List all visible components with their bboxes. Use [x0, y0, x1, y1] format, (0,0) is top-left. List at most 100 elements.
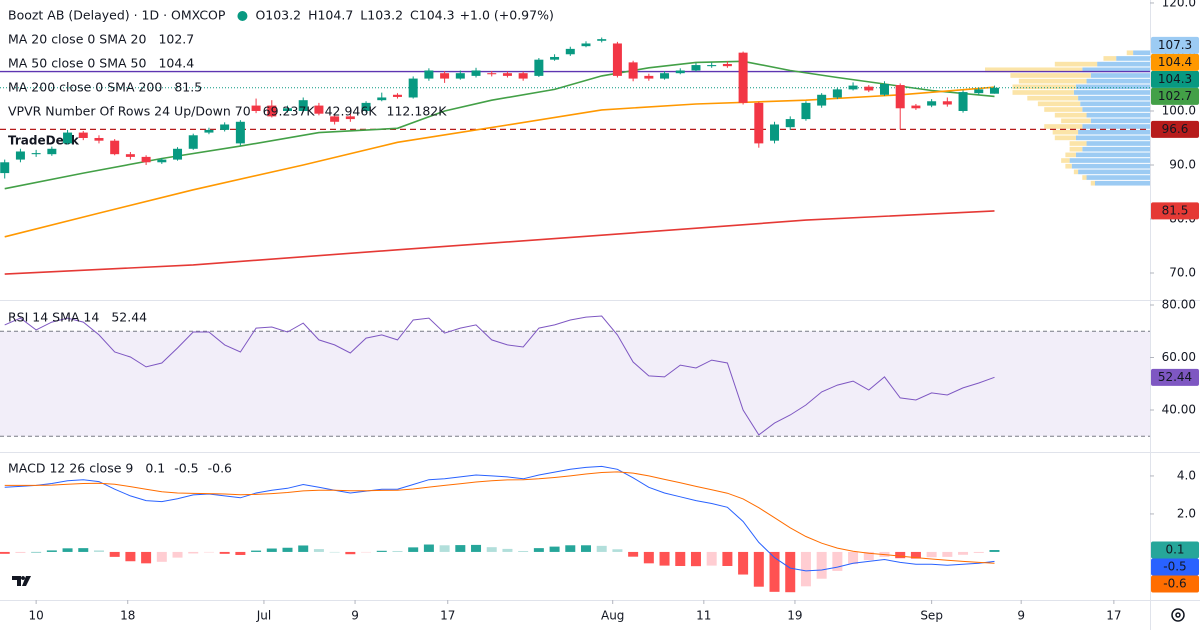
- candle-body: [581, 43, 591, 47]
- macd-histogram-bar: [203, 551, 214, 553]
- candle-body: [220, 124, 230, 130]
- vpvr-down: [1069, 146, 1083, 152]
- vpvr-down: [1044, 124, 1083, 129]
- vpvr-up: [1078, 95, 1150, 101]
- macd-histogram-bar: [471, 544, 482, 552]
- status-dot: [237, 11, 248, 21]
- macd-histogram-bar: [376, 550, 387, 552]
- legend-value: 104.4: [158, 56, 194, 71]
- x-tick-label: 11: [696, 609, 711, 623]
- x-tick-label: Sep: [920, 609, 943, 623]
- macd-histogram-bar: [785, 551, 796, 593]
- vpvr-up: [1069, 158, 1150, 163]
- candle-body: [895, 85, 905, 109]
- candle-body: [660, 73, 670, 79]
- vpvr-down: [1082, 175, 1087, 180]
- vpvr-down: [1044, 107, 1083, 112]
- vpvr-up: [1075, 84, 1150, 90]
- macd-histogram-bar: [816, 551, 827, 579]
- vpvr-down: [1054, 61, 1098, 67]
- vpvr-down: [1065, 152, 1076, 158]
- vpvr-up: [1086, 141, 1150, 146]
- macd-histogram-bar: [518, 550, 529, 552]
- legend-value: 81.5: [174, 80, 202, 95]
- macd-histogram-bar: [31, 551, 42, 553]
- candle-body: [644, 75, 654, 79]
- macd-histogram-bar: [156, 551, 167, 562]
- price-label-box: [1151, 87, 1199, 105]
- price-label-box: [1151, 575, 1199, 593]
- price-label: 96.6: [1162, 122, 1189, 136]
- macd-histogram-bar: [580, 545, 591, 552]
- x-tick-label: 17: [440, 609, 455, 623]
- candle-body: [235, 121, 245, 144]
- vpvr-up: [1071, 163, 1150, 169]
- legend-text: H: [308, 8, 317, 23]
- candle-body: [785, 119, 795, 128]
- candle-body: [173, 148, 183, 160]
- vpvr-up: [1086, 78, 1150, 84]
- candle-body: [31, 153, 41, 155]
- candle-body: [707, 65, 717, 67]
- macd-histogram-bar: [188, 551, 199, 554]
- price-label: 0.1: [1165, 543, 1184, 557]
- candle-body: [801, 102, 811, 120]
- vpvr-up: [1073, 90, 1150, 95]
- y-tick-label: 4.0: [1177, 468, 1196, 482]
- macd-histogram-bar: [769, 551, 780, 592]
- macd-histogram-bar: [973, 551, 984, 553]
- signal-line: [4, 471, 995, 564]
- vpvr-down: [1061, 158, 1070, 163]
- x-tick-label: 19: [787, 609, 802, 623]
- gear-hub: [1175, 612, 1181, 618]
- legend-value: 112.182K: [387, 104, 448, 119]
- candle-body: [502, 73, 512, 76]
- price-label-box: [1151, 541, 1199, 559]
- candle-body: [15, 151, 25, 160]
- macd-histogram-bar: [722, 551, 733, 566]
- macd-histogram-bar: [910, 551, 921, 559]
- candle-body: [738, 52, 748, 103]
- macd-histogram-bar: [848, 551, 859, 565]
- logo[interactable]: [10, 572, 38, 590]
- vpvr-down: [1103, 56, 1117, 61]
- macd-histogram-bar: [298, 545, 309, 552]
- price-label: 81.5: [1162, 203, 1189, 217]
- legend-label: MA 20 close 0 SMA 20: [8, 32, 146, 47]
- vpvr-up: [1086, 112, 1150, 118]
- vpvr-up: [1133, 50, 1150, 56]
- ohlc-value: 103.2: [265, 8, 301, 23]
- rsi-line: [4, 315, 995, 436]
- candle-body: [754, 102, 764, 144]
- vpvr-up: [1090, 73, 1150, 78]
- vpvr-down: [1061, 118, 1091, 124]
- layer-ind: [0, 315, 1150, 593]
- macd-histogram-bar: [565, 545, 576, 552]
- macd-histogram-bar: [753, 551, 764, 587]
- candle-body: [251, 105, 261, 111]
- settings-icon[interactable]: [1171, 608, 1185, 622]
- macd-line: [4, 465, 995, 572]
- vpvr-up: [1086, 175, 1150, 180]
- macd-histogram-bar: [628, 551, 639, 557]
- candle-body: [408, 78, 418, 98]
- candle-body: [534, 59, 544, 76]
- sma-line: [4, 60, 995, 190]
- price-label: 52.44: [1158, 370, 1192, 384]
- candle-body: [298, 100, 308, 111]
- price-label-box: [1151, 202, 1199, 220]
- candle-body: [392, 94, 402, 97]
- candle-body: [47, 148, 57, 155]
- macd-histogram-bar: [596, 545, 607, 552]
- vpvr-up: [1082, 146, 1150, 152]
- legend-label: MA 50 close 0 SMA 50: [8, 56, 146, 71]
- x-tick-label: 17: [1106, 609, 1121, 623]
- legend-value: 102.7: [158, 32, 194, 47]
- candle-body: [848, 85, 858, 90]
- legend-label: RSI 14 SMA 14: [8, 310, 99, 325]
- legend-label: MACD 12 26 close 9: [8, 461, 133, 476]
- candle-body: [958, 92, 968, 111]
- macd-histogram-bar: [361, 551, 372, 553]
- macd-histogram-bar: [15, 551, 26, 553]
